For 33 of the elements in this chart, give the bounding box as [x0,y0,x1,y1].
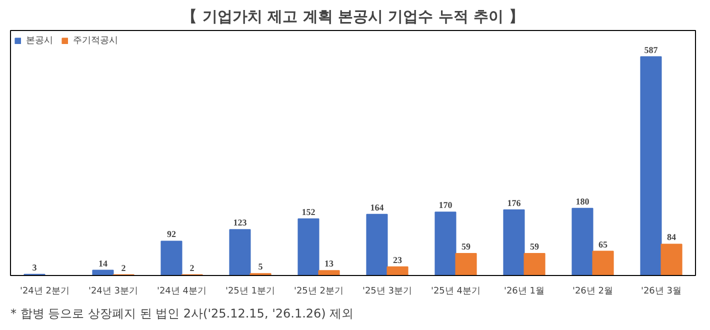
x-tick-label: '26년 1월 [504,286,545,296]
data-label: 65 [598,239,608,250]
data-label: 2 [121,262,126,273]
x-tick-label: '24년 3분기 [88,286,138,296]
data-label: 123 [233,218,248,228]
data-label: 59 [462,242,472,252]
data-label: 13 [324,258,334,269]
data-label: 170 [438,200,453,210]
data-label: 5 [258,262,264,272]
data-label: 3 [32,262,38,272]
x-tick-label: '26년 2월 [572,286,614,296]
data-label: 84 [667,232,677,242]
data-label: 164 [370,202,384,212]
data-label: 59 [530,242,540,252]
x-tick-label: '26년 3월 [640,286,682,296]
data-label: 180 [576,196,590,206]
data-label: 176 [507,198,522,208]
legend-label: 주기적공시 [73,35,118,47]
data-label: 92 [166,229,176,240]
text: * 합병 등으로 상장폐지 된 법인 2사('25.12.15, '26.1.26) 제외 [10,306,354,320]
chart-title: 【 기업가치 제고 계획 본공시 기업수 누적 추이 】 [182,8,524,26]
data-label: 2 [190,262,195,273]
x-tick-label: '25년 2분기 [294,286,344,296]
data-label: 152 [302,206,316,217]
x-tick-label: '25년 1분기 [225,286,276,296]
data-label: 23 [393,254,403,265]
x-tick-label: '24년 2분기 [20,286,70,296]
x-tick-label: '25년 4분기 [430,286,481,296]
data-label: 14 [98,258,108,268]
x-tick-label: '25년 3분기 [362,286,412,296]
data-label: 587 [644,44,658,55]
x-tick-label: '24년 4분기 [156,286,207,296]
legend-label: 본공시 [26,35,53,47]
